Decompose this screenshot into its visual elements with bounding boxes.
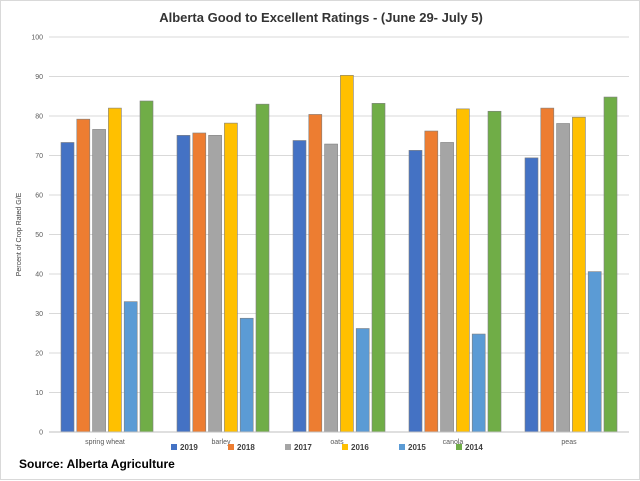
y-tick-label: 40 (35, 272, 43, 279)
bar-2017-peas (556, 123, 570, 433)
x-category-label: peas (561, 439, 577, 446)
bar-2014-canola (487, 110, 502, 433)
y-tick-label: 60 (35, 193, 43, 200)
bar-2015-canola (471, 333, 486, 433)
x-category-label: oats (330, 439, 344, 446)
bar-2018-canola (424, 130, 439, 433)
bar-2018-oats (308, 114, 323, 433)
y-tick-label: 30 (35, 311, 43, 318)
legend-swatch-2017 (285, 444, 291, 450)
bar-2018-spring-wheat (76, 118, 91, 433)
x-category-label: barley (211, 439, 231, 446)
legend-label-2019: 2019 (180, 443, 198, 452)
bar-2019-oats (292, 140, 307, 433)
bar-2015-oats (355, 328, 370, 433)
x-category-label: canola (443, 439, 464, 446)
bar-2017-spring-wheat (92, 129, 106, 433)
bar-2018-peas (540, 107, 555, 433)
y-tick-label: 20 (35, 351, 43, 358)
bar-2017-oats (324, 143, 338, 433)
bar-2019-peas (524, 157, 539, 433)
bar-2015-barley (239, 317, 254, 433)
x-category-label: spring wheat (85, 439, 125, 446)
bar-2016-barley (224, 122, 238, 433)
y-axis-title: Percent of Crop Rated G/E (16, 192, 23, 276)
legend-label-2016: 2016 (351, 443, 369, 452)
bar-2019-canola (408, 150, 423, 433)
legend-label-2014: 2014 (465, 443, 483, 452)
y-tick-label: 70 (35, 153, 43, 160)
y-tick-label: 50 (35, 232, 43, 239)
bar-2017-barley (208, 135, 222, 433)
bar-2016-spring-wheat (108, 107, 122, 433)
bar-2016-peas (572, 116, 586, 433)
bar-2019-spring-wheat (60, 142, 75, 433)
bar-2014-spring-wheat (139, 100, 154, 433)
bar-2015-peas (587, 271, 602, 433)
legend-label-2018: 2018 (237, 443, 255, 452)
legend-swatch-2018 (228, 444, 234, 450)
bar-2016-canola (456, 108, 470, 433)
y-tick-label: 100 (31, 35, 43, 42)
bar-2014-oats (371, 103, 386, 433)
y-tick-label: 90 (35, 74, 43, 81)
legend-label-2017: 2017 (294, 443, 312, 452)
y-tick-label: 10 (35, 390, 43, 397)
legend-swatch-2019 (171, 444, 177, 450)
bar-2014-barley (255, 103, 270, 433)
y-tick-label: 80 (35, 114, 43, 121)
bar-2015-spring-wheat (123, 301, 138, 433)
bar-2018-barley (192, 132, 207, 433)
legend-swatch-2015 (399, 444, 405, 450)
bar-2016-oats (340, 75, 354, 433)
legend-swatch-2016 (342, 444, 348, 450)
legend-swatch-2014 (456, 444, 462, 450)
y-tick-label: 0 (39, 430, 43, 437)
bar-2017-canola (440, 142, 454, 433)
legend-label-2015: 2015 (408, 443, 426, 452)
chart-title: Alberta Good to Excellent Ratings - (Jun… (159, 10, 483, 25)
bar-2014-peas (603, 96, 618, 433)
source-note: Source: Alberta Agriculture (19, 457, 175, 471)
bar-2019-barley (176, 135, 191, 433)
